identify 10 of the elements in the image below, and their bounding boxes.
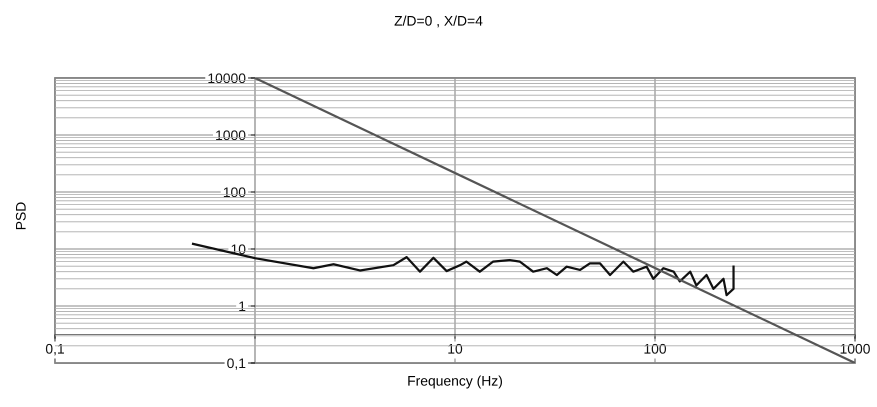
x-tick-label: 0,1 [46, 344, 64, 356]
y-axis-title: PSD [16, 202, 26, 230]
y-tick-label: 100 [224, 187, 246, 198]
chart-title: Z/D=0 , X/D=4 [394, 16, 482, 28]
x-tick-label: 1000 [840, 344, 870, 354]
y-tick-label: 10000 [208, 73, 246, 84]
y-tick-label: 1000 [216, 130, 246, 140]
y-tick-label: 0,1 [227, 358, 246, 370]
y-tick-label: 1 [239, 301, 246, 312]
x-axis-title: Frequency (Hz) [408, 376, 502, 388]
